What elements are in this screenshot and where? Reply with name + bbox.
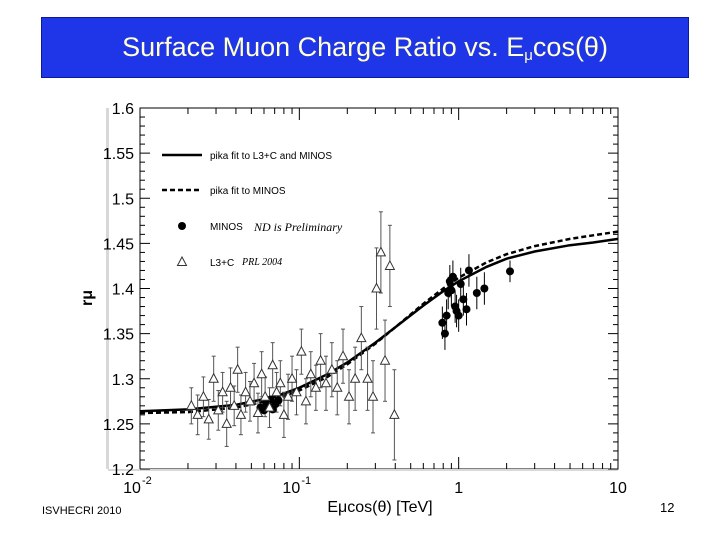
minos-point	[440, 329, 449, 338]
legend-swatch-circle	[178, 222, 186, 230]
l3c-point	[282, 390, 294, 401]
l3c-point	[221, 417, 233, 428]
x-tick-exponent: -2	[142, 475, 152, 487]
y-tick-label: 1.5	[112, 191, 134, 208]
l3c-point	[296, 345, 307, 356]
y-tick-label: 1.6	[112, 101, 134, 118]
y-tick-label: 1.35	[103, 327, 134, 344]
legend-label: pika fit to MINOS	[210, 186, 286, 197]
l3c-point	[384, 259, 396, 270]
title-main: Surface Muon Charge Ratio vs. E	[122, 32, 525, 62]
l3c-point	[192, 408, 203, 419]
minos-point	[464, 266, 473, 275]
y-tick-label: 1.45	[103, 236, 134, 253]
l3c-point	[232, 363, 243, 374]
l3c-point	[356, 332, 367, 343]
l3c-point	[244, 395, 256, 406]
l3c-point	[371, 282, 382, 293]
legend-label: MINOS	[210, 222, 243, 233]
l3c-point	[379, 354, 391, 365]
minos-point	[274, 396, 283, 405]
legend: pika fit to L3+C and MINOS pika fit to MI…	[162, 151, 343, 269]
l3c-point	[286, 372, 298, 383]
l3c-point	[326, 363, 338, 374]
l3c-point	[212, 404, 224, 415]
l3c-point	[310, 381, 322, 392]
l3c-point	[248, 377, 260, 388]
minos-point	[442, 311, 451, 320]
minos-point	[448, 272, 457, 281]
axes: 1.21.251.31.351.41.451.51.551.610 -2 10 -1 1…	[79, 101, 627, 516]
minos-point	[472, 289, 481, 298]
l3c-point	[305, 368, 317, 379]
legend-swatch-triangle	[176, 255, 188, 266]
data-markers	[186, 246, 515, 428]
y-tick-label: 1.55	[103, 146, 134, 163]
y-tick-label: 1.25	[103, 417, 134, 434]
bottom-edge-shade	[108, 469, 618, 471]
l3c-point	[228, 399, 240, 410]
legend-label: L3+C	[210, 258, 234, 269]
minos-point	[462, 305, 471, 314]
minos-point	[438, 318, 447, 327]
l3c-point	[349, 372, 361, 383]
l3c-point	[278, 408, 290, 419]
l3c-point	[389, 408, 400, 419]
l3c-point	[275, 377, 286, 388]
l3c-point	[256, 368, 267, 379]
x-tick-label: 1	[454, 480, 463, 497]
x-tick-exponent: -1	[301, 475, 311, 487]
l3c-point	[198, 390, 209, 401]
title-bar: Surface Muon Charge Ratio vs. Eμcos(θ)	[41, 17, 689, 78]
minos-point	[506, 267, 515, 276]
l3c-point	[225, 381, 236, 392]
l3c-point	[264, 401, 275, 412]
l3c-point	[300, 395, 312, 406]
x-axis-label: Eμcos(θ) [TeV]	[327, 499, 432, 516]
l3c-point	[259, 390, 271, 401]
x-tick-label: 10	[609, 480, 627, 497]
legend-note: ND is Preliminary	[253, 220, 343, 234]
l3c-point	[375, 246, 387, 257]
l3c-point	[331, 381, 343, 392]
l3c-point	[208, 372, 220, 383]
slide-title: Surface Muon Charge Ratio vs. Eμcos(θ)	[42, 32, 688, 64]
l3c-point	[343, 390, 355, 401]
l3c-point	[320, 377, 332, 388]
minos-point	[447, 286, 456, 295]
l3c-point	[252, 406, 264, 418]
l3c-point	[337, 350, 349, 361]
l3c-point	[267, 359, 278, 370]
plot-area	[106, 107, 619, 471]
legend-note: PRL 2004	[241, 257, 282, 268]
left-edge-shade	[106, 108, 109, 469]
page-number: 12	[660, 500, 675, 515]
l3c-point	[186, 399, 197, 410]
l3c-point	[367, 390, 379, 401]
l3c-point	[315, 354, 326, 365]
l3c-point	[291, 386, 302, 397]
legend-label: pika fit to L3+C and MINOS	[210, 151, 332, 162]
y-axis-label: rμ	[79, 290, 96, 306]
minos-point	[459, 295, 468, 304]
l3c-point	[271, 386, 282, 397]
l3c-point	[240, 386, 251, 397]
y-tick-label: 1.3	[112, 372, 134, 389]
x-tick-label: 10	[123, 480, 141, 497]
minos-point	[456, 279, 465, 288]
y-tick-label: 1.4	[112, 282, 134, 299]
l3c-point	[203, 413, 215, 424]
title-tail: cos(θ)	[532, 32, 608, 62]
conference-label: ISVHECRI 2010	[42, 505, 122, 517]
l3c-point	[362, 372, 373, 383]
minos-point	[454, 311, 463, 320]
l3c-point	[235, 408, 247, 419]
l3c-point	[217, 386, 228, 397]
x-tick-label: 10	[282, 480, 300, 497]
minos-point	[480, 284, 489, 293]
title-subscript: μ	[524, 47, 533, 64]
y-tick-label: 1.2	[112, 462, 134, 479]
